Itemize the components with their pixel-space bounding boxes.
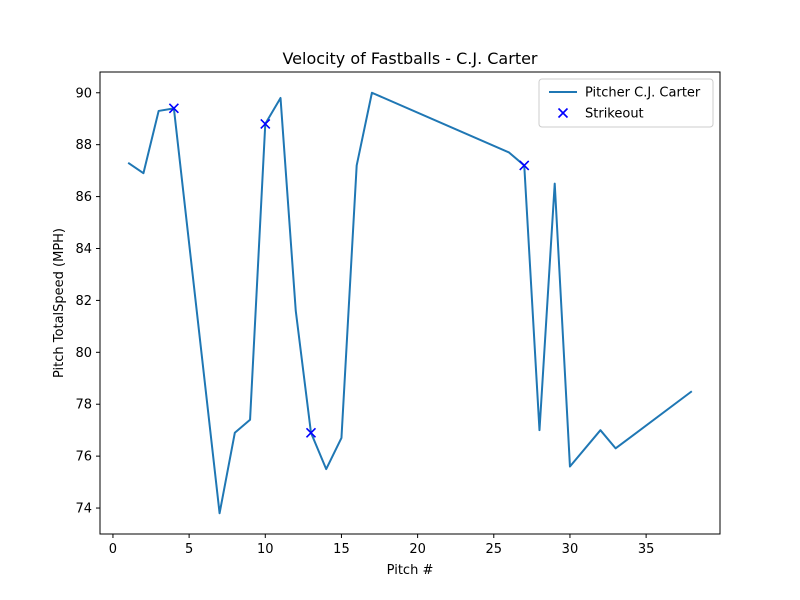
strikeout-marker bbox=[305, 427, 317, 438]
axes-frame bbox=[99, 71, 721, 535]
x-tick-label: 25 bbox=[486, 542, 503, 557]
legend-marker-swatch bbox=[557, 107, 569, 119]
y-tick-label: 76 bbox=[75, 450, 92, 465]
strikeout-marker bbox=[260, 118, 271, 129]
y-tick-label: 82 bbox=[75, 294, 92, 309]
y-tick-label: 90 bbox=[75, 86, 92, 101]
x-tick-label: 15 bbox=[333, 542, 350, 557]
legend-label: Strikeout bbox=[585, 107, 644, 122]
y-axis-label: Pitch TotalSpeed (MPH) bbox=[52, 228, 67, 378]
x-tick-label: 30 bbox=[562, 542, 579, 557]
strikeout-marker bbox=[168, 103, 179, 114]
x-tick-label: 35 bbox=[638, 542, 655, 557]
series-line-0 bbox=[127, 91, 693, 515]
x-tick-label: 20 bbox=[409, 542, 426, 557]
x-tick-label: 0 bbox=[109, 542, 117, 557]
x-tick-label: 5 bbox=[185, 542, 193, 557]
axes: 0 5 10 15 20 25 30 35 74 76 78 80 82 84 86 88 90 bbox=[75, 71, 721, 557]
legend-label: Pitcher C.J. Carter bbox=[585, 86, 701, 101]
y-tick-label: 84 bbox=[75, 242, 92, 257]
y-tick-label: 80 bbox=[75, 346, 92, 361]
y-tick-label: 88 bbox=[75, 138, 92, 153]
x-axis-label: Pitch # bbox=[387, 563, 434, 578]
y-tick-label: 78 bbox=[75, 398, 92, 413]
legend: Pitcher C.J. Carter Strikeout bbox=[538, 78, 714, 128]
legend-box bbox=[538, 78, 714, 128]
plot-area bbox=[127, 91, 693, 515]
x-tick-label: 10 bbox=[257, 542, 274, 557]
strikeout-marker bbox=[519, 160, 530, 171]
y-tick-label: 74 bbox=[75, 502, 92, 517]
chart-title: Velocity of Fastballs - C.J. Carter bbox=[282, 49, 537, 68]
y-tick-label: 86 bbox=[75, 190, 92, 205]
